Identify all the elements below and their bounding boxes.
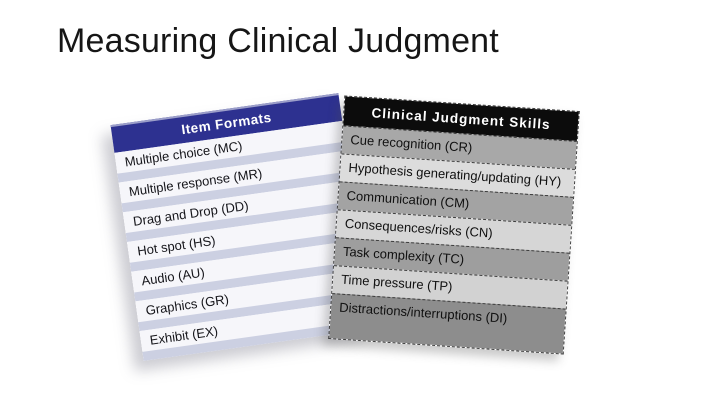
table-row-label: Audio (AU)	[140, 264, 206, 289]
table-row-label: Distractions/interruptions (DI)	[338, 299, 508, 326]
clinical-judgment-skills-rows: Cue recognition (CR) Hypothesis generatin…	[329, 125, 577, 354]
table-row-label: Task complexity (TC)	[342, 243, 465, 267]
table-row-label: Time pressure (TP)	[340, 271, 453, 295]
slide-title: Measuring Clinical Judgment	[57, 22, 499, 60]
table-row-label: Communication (CM)	[346, 187, 470, 211]
table-row-label: Cue recognition (CR)	[349, 131, 473, 156]
clinical-judgment-skills-table: Clinical Judgment Skills Cue recognition…	[328, 95, 580, 355]
table-row-label: Consequences/risks (CN)	[344, 215, 494, 241]
